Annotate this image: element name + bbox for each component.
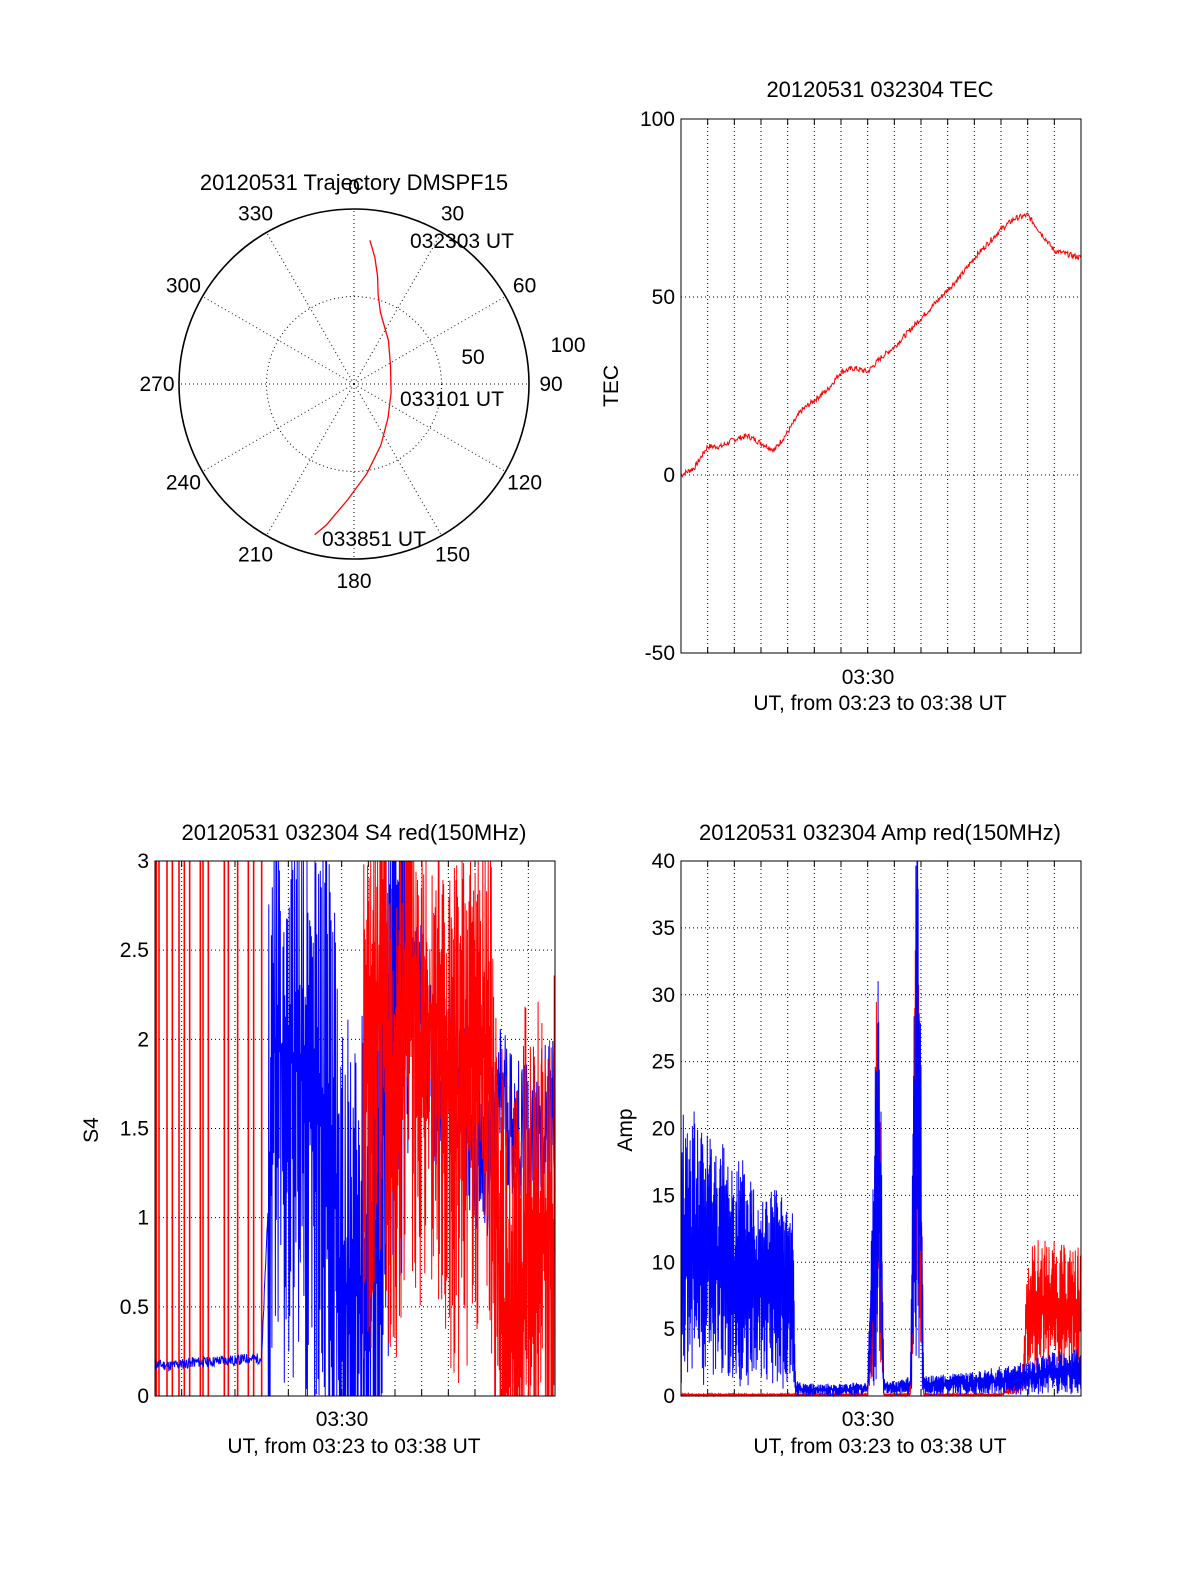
polar-angle-tick-label: 300: [166, 275, 201, 298]
amp-series: [680, 860, 1082, 1398]
trajectory-start-label: 032303 UT: [410, 230, 514, 253]
polar-spoke: [266, 383, 355, 536]
polar-spoke: [266, 232, 355, 385]
polar-title: 20120531 Trajectory DMSPF15: [200, 170, 508, 195]
y-tick-label: 3: [137, 850, 149, 873]
polar-angle-tick-label: 0: [348, 176, 360, 199]
tec-y-label: TEC: [600, 365, 623, 407]
polar-angle-tick-label: 270: [139, 373, 174, 396]
trajectory-mid-label: 033101 UT: [400, 388, 504, 411]
y-tick-label: 0: [137, 1385, 149, 1408]
s4-panel: 20120531 032304 S4 red(150MHz) 0 0.5 1 1.5 2…: [80, 820, 556, 1458]
polar-angle-tick-label: 330: [238, 202, 273, 225]
y-tick-label: 40: [652, 850, 675, 873]
amp-x-tick-label: 03:30: [842, 1408, 895, 1431]
amp-y-ticks: 0 5 10 15 20 25 30 35 40: [652, 850, 675, 1408]
amp-panel: 20120531 032304 Amp red(150MHz) 0 5 10 15 20…: [614, 820, 1082, 1458]
tec-x-tick-label: 03:30: [842, 666, 895, 689]
trajectory-end-label: 033851 UT: [322, 528, 426, 551]
s4-series: [154, 860, 556, 1397]
tec-y-ticks: -50 0 50 100: [640, 108, 675, 665]
amp-title: 20120531 032304 Amp red(150MHz): [699, 820, 1061, 845]
s4-frame: [154, 860, 556, 1397]
polar-spoke: [353, 296, 506, 385]
polar-angle-tick-label: 240: [166, 472, 201, 495]
amp-frame: [680, 860, 1082, 1397]
polar-grid: [178, 208, 530, 560]
polar-angle-tick-label: 150: [435, 544, 470, 567]
y-tick-label: -50: [645, 642, 675, 665]
polar-outer-circle: [178, 208, 530, 560]
polar-angle-tick-label: 60: [513, 275, 536, 298]
tec-x-label: UT, from 03:23 to 03:38 UT: [753, 692, 1006, 715]
y-tick-label: 30: [652, 984, 675, 1007]
s4-x-label: UT, from 03:23 to 03:38 UT: [227, 1435, 480, 1458]
tec-line: [680, 212, 1082, 478]
polar-spoke: [353, 232, 442, 385]
polar-angle-tick-label: 30: [441, 202, 464, 225]
trajectory-line: [314, 240, 392, 536]
y-tick-label: 2.5: [120, 939, 149, 962]
y-tick-label: 25: [652, 1051, 675, 1074]
y-tick-label: 20: [652, 1118, 675, 1141]
polar-angle-labels: 0 30 60 90 120 150 180 210 240 270 300 330: [139, 176, 562, 593]
polar-angle-tick-label: 180: [336, 570, 371, 593]
polar-trajectory-panel: 20120531 Trajectory DMSPF15 0 30 60 90 120 15…: [139, 170, 585, 593]
y-tick-label: 5: [663, 1318, 675, 1341]
y-tick-label: 2: [137, 1028, 149, 1051]
polar-trajectory: [314, 240, 392, 536]
y-tick-label: 100: [640, 108, 675, 131]
y-tick-label: 1.5: [120, 1118, 149, 1141]
amp-blue-line: [680, 860, 1082, 1396]
s4-y-ticks: 0 0.5 1 1.5 2 2.5 3: [120, 850, 149, 1408]
polar-radial-tick-label: 100: [550, 334, 585, 357]
y-tick-label: 10: [652, 1251, 675, 1274]
y-tick-label: 15: [652, 1184, 675, 1207]
tec-panel: 20120531 032304 TEC -50 0 50 100 03:30 UT, …: [600, 77, 1082, 715]
polar-inner-circle: [266, 296, 442, 472]
polar-angle-tick-label: 210: [238, 544, 273, 567]
polar-radial-labels: 50 100: [461, 334, 585, 369]
y-tick-label: 0.5: [120, 1296, 149, 1319]
amp-x-label: UT, from 03:23 to 03:38 UT: [753, 1435, 1006, 1458]
tec-frame: [680, 118, 1082, 654]
s4-title: 20120531 032304 S4 red(150MHz): [182, 820, 527, 845]
s4-red-line: [362, 860, 556, 1397]
polar-radial-tick-label: 50: [461, 346, 484, 369]
polar-angle-tick-label: 90: [539, 373, 562, 396]
y-tick-label: 35: [652, 917, 675, 940]
polar-angle-tick-label: 120: [507, 472, 542, 495]
tec-title: 20120531 032304 TEC: [766, 77, 993, 102]
s4-x-tick-label: 03:30: [316, 1408, 369, 1431]
amp-y-label: Amp: [614, 1108, 637, 1151]
y-tick-label: 0: [663, 1385, 675, 1408]
tec-grid: [680, 119, 1082, 653]
y-tick-label: 1: [137, 1207, 149, 1230]
tec-series: [680, 212, 1082, 478]
y-tick-label: 0: [663, 464, 675, 487]
s4-y-label: S4: [80, 1117, 103, 1143]
y-tick-label: 50: [652, 286, 675, 309]
